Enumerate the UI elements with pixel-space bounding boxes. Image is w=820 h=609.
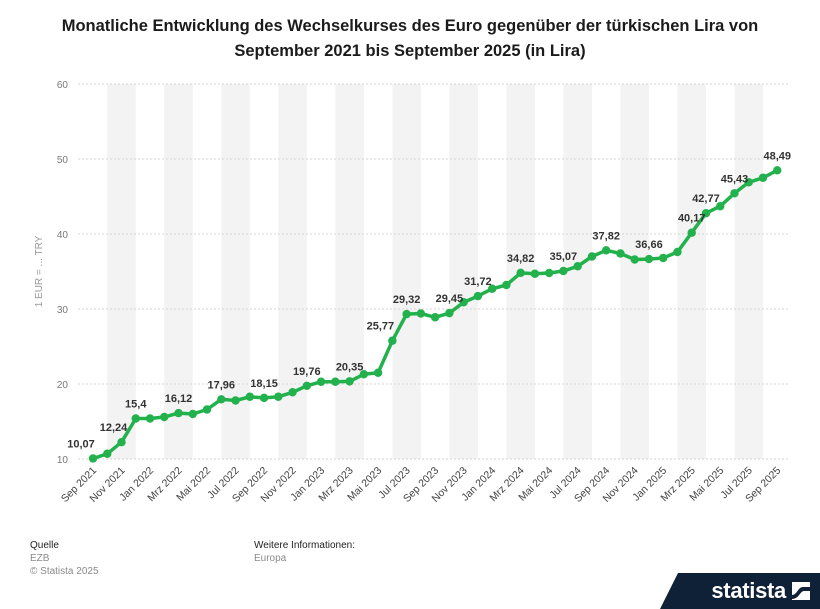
data-point (630, 255, 639, 264)
data-point (487, 284, 497, 293)
grid-band (734, 84, 763, 459)
source-heading: Quelle (30, 540, 59, 551)
data-point (103, 449, 112, 458)
data-label: 31,72 (464, 276, 492, 288)
grid-band (107, 84, 136, 459)
data-label: 48,49 (763, 150, 791, 162)
source-value[interactable]: EZB (30, 553, 50, 564)
data-label: 12,24 (100, 422, 128, 434)
y-axis-label: 1 EUR = ... TRY (34, 235, 45, 307)
data-label: 36,66 (635, 239, 663, 251)
data-point (587, 252, 597, 261)
data-point (359, 370, 369, 379)
source-block: Quelle EZB © Statista 2025 (30, 539, 99, 578)
grid-band (164, 84, 193, 459)
data-point (174, 408, 183, 418)
data-label: 37,82 (592, 230, 620, 242)
data-label: 34,82 (507, 253, 535, 265)
data-label: 35,07 (550, 251, 578, 263)
data-point (302, 381, 312, 390)
data-point (601, 246, 611, 255)
y-tick-label: 30 (57, 305, 69, 316)
grid-band (278, 84, 307, 459)
data-label: 29,45 (436, 293, 464, 305)
y-tick-label: 20 (57, 380, 69, 391)
data-point (701, 209, 711, 218)
data-point (502, 280, 511, 290)
data-point (402, 309, 411, 319)
data-point (744, 178, 753, 187)
data-point (473, 291, 483, 301)
statista-wave-icon (792, 582, 810, 600)
data-point (245, 392, 255, 401)
y-tick-label: 50 (57, 155, 69, 166)
grid-band (449, 84, 478, 459)
info-block: Weitere Informationen: Europa (254, 539, 355, 565)
statista-logo[interactable]: statista (660, 573, 820, 609)
info-value: Europa (254, 553, 287, 564)
data-point (274, 392, 283, 401)
data-point (416, 309, 426, 318)
data-point (131, 414, 140, 423)
data-point (288, 388, 297, 397)
data-point (773, 166, 782, 175)
grid-band (392, 84, 421, 459)
data-point (687, 228, 696, 237)
grid-band (563, 84, 592, 459)
data-point (730, 189, 739, 198)
info-heading: Weitere Informationen: (254, 540, 355, 551)
data-point (758, 173, 768, 182)
data-point (544, 268, 554, 278)
data-point (559, 266, 568, 276)
y-tick-label: 10 (57, 455, 69, 466)
data-label: 25,77 (367, 321, 395, 333)
data-label: 19,76 (293, 366, 321, 378)
data-point (117, 438, 126, 447)
data-label: 42,77 (692, 193, 720, 205)
data-label: 16,12 (165, 393, 193, 405)
data-point (160, 412, 169, 422)
data-point (644, 254, 654, 264)
data-point (430, 313, 440, 322)
grid-band (335, 84, 364, 459)
grid-band (620, 84, 649, 459)
data-point (373, 368, 383, 377)
data-point (202, 405, 212, 414)
data-point (217, 395, 226, 404)
data-point (145, 414, 155, 423)
data-point (716, 202, 725, 211)
data-point (530, 269, 540, 278)
data-label: 17,96 (208, 379, 236, 391)
data-point (573, 262, 582, 271)
data-label: 45,43 (721, 173, 749, 185)
data-point (459, 298, 468, 307)
data-point (259, 393, 269, 403)
logo-text: statista (711, 578, 786, 603)
data-point (659, 253, 668, 263)
data-label: 29,32 (393, 294, 421, 306)
y-tick-label: 40 (57, 230, 69, 241)
data-point (88, 454, 98, 463)
data-label: 40,17 (678, 213, 706, 225)
chart-title: Monatliche Entwicklung des Wechselkurses… (61, 17, 759, 60)
data-point (445, 308, 454, 318)
grid-band (677, 84, 706, 459)
data-point (345, 377, 354, 386)
data-label: 20,35 (336, 361, 364, 373)
data-point (188, 409, 197, 419)
data-point (331, 377, 340, 386)
data-label: 18,15 (250, 378, 278, 390)
data-point (231, 396, 240, 405)
data-point (516, 268, 525, 278)
copyright: © Statista 2025 (30, 566, 99, 577)
data-point (388, 336, 397, 345)
data-point (673, 247, 682, 257)
data-label: 10,07 (67, 438, 95, 450)
y-tick-label: 60 (57, 80, 69, 91)
data-point (616, 249, 625, 258)
data-label: 15,4 (125, 399, 147, 411)
data-point (316, 377, 326, 386)
